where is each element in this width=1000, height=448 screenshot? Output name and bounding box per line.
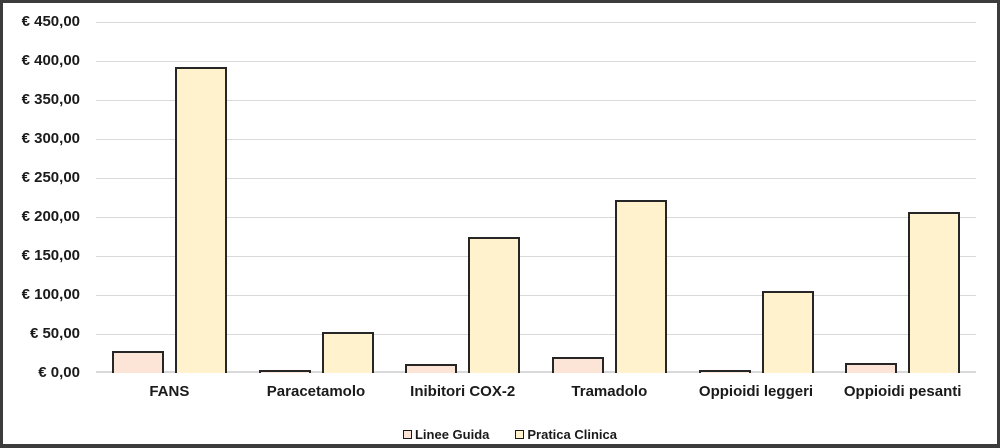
x-axis-category-label: Oppioidi leggeri: [698, 383, 814, 400]
x-axis-category-label: FANS: [149, 383, 190, 400]
gridline: [96, 256, 976, 257]
x-axis-category-label: Oppioidi pesanti: [843, 383, 962, 400]
bar-pratica-clinica-tramadolo: [614, 199, 667, 373]
y-axis-tick-label: € 150,00: [21, 247, 80, 264]
x-axis-category-label: Tramadolo: [571, 383, 648, 400]
gridline: [96, 334, 976, 335]
legend-item-pratica-clinica: Pratica Clinica: [515, 427, 617, 442]
bar-pratica-clinica-oppioidi-leggeri: [761, 291, 814, 373]
gridline: [96, 61, 976, 62]
y-axis-tick-label: € 100,00: [21, 286, 80, 303]
legend: Linee Guida Pratica Clinica: [3, 427, 997, 442]
bar-linee-guida-inibitori-cox-2: [405, 364, 458, 373]
y-axis-tick-label: € 200,00: [21, 208, 80, 225]
y-axis-tick-label: € 450,00: [21, 13, 80, 30]
x-axis-category-label: Inibitori COX-2: [410, 383, 516, 400]
gridline: [96, 178, 976, 179]
bar-pratica-clinica-inibitori-cox-2: [468, 236, 521, 373]
bar-pratica-clinica-paracetamolo: [321, 331, 374, 373]
bar-pratica-clinica-fans: [174, 67, 227, 373]
y-axis-tick-label: € 400,00: [21, 52, 80, 69]
y-axis-tick-label: € 350,00: [21, 91, 80, 108]
legend-marker-icon: [515, 430, 525, 439]
y-axis-tick-label: € 300,00: [21, 130, 80, 147]
legend-marker-icon: [402, 430, 412, 439]
bar-linee-guida-paracetamolo: [258, 370, 311, 373]
bar-linee-guida-tramadolo: [551, 357, 604, 373]
legend-label: Pratica Clinica: [527, 427, 617, 442]
y-axis-tick-label: € 50,00: [29, 325, 80, 342]
gridline: [96, 100, 976, 101]
gridline: [96, 295, 976, 296]
gridline: [96, 217, 976, 218]
y-axis-tick-label: € 250,00: [21, 169, 80, 186]
x-axis-labels: FANS Paracetamolo Inibitori COX-2 Tramadolo…: [96, 383, 976, 403]
x-axis-line: [96, 371, 976, 373]
bar-linee-guida-oppioidi-pesanti: [845, 362, 898, 373]
bar-pratica-clinica-oppioidi-pesanti: [908, 211, 961, 373]
x-axis-category-label: Paracetamolo: [266, 383, 366, 400]
y-axis-labels: € 0,00 € 50,00 € 100,00 € 150,00 € 200,00 € 2…: [3, 13, 80, 381]
legend-label: Linee Guida: [414, 427, 490, 442]
legend-item-linee-guida: Linee Guida: [402, 427, 490, 442]
bar-linee-guida-oppioidi-leggeri: [698, 370, 751, 373]
bar-linee-guida-fans: [111, 351, 164, 373]
gridline: [96, 139, 976, 140]
y-axis-tick-label: € 0,00: [38, 364, 80, 381]
plot-area: [96, 22, 976, 373]
gridline: [96, 22, 976, 23]
